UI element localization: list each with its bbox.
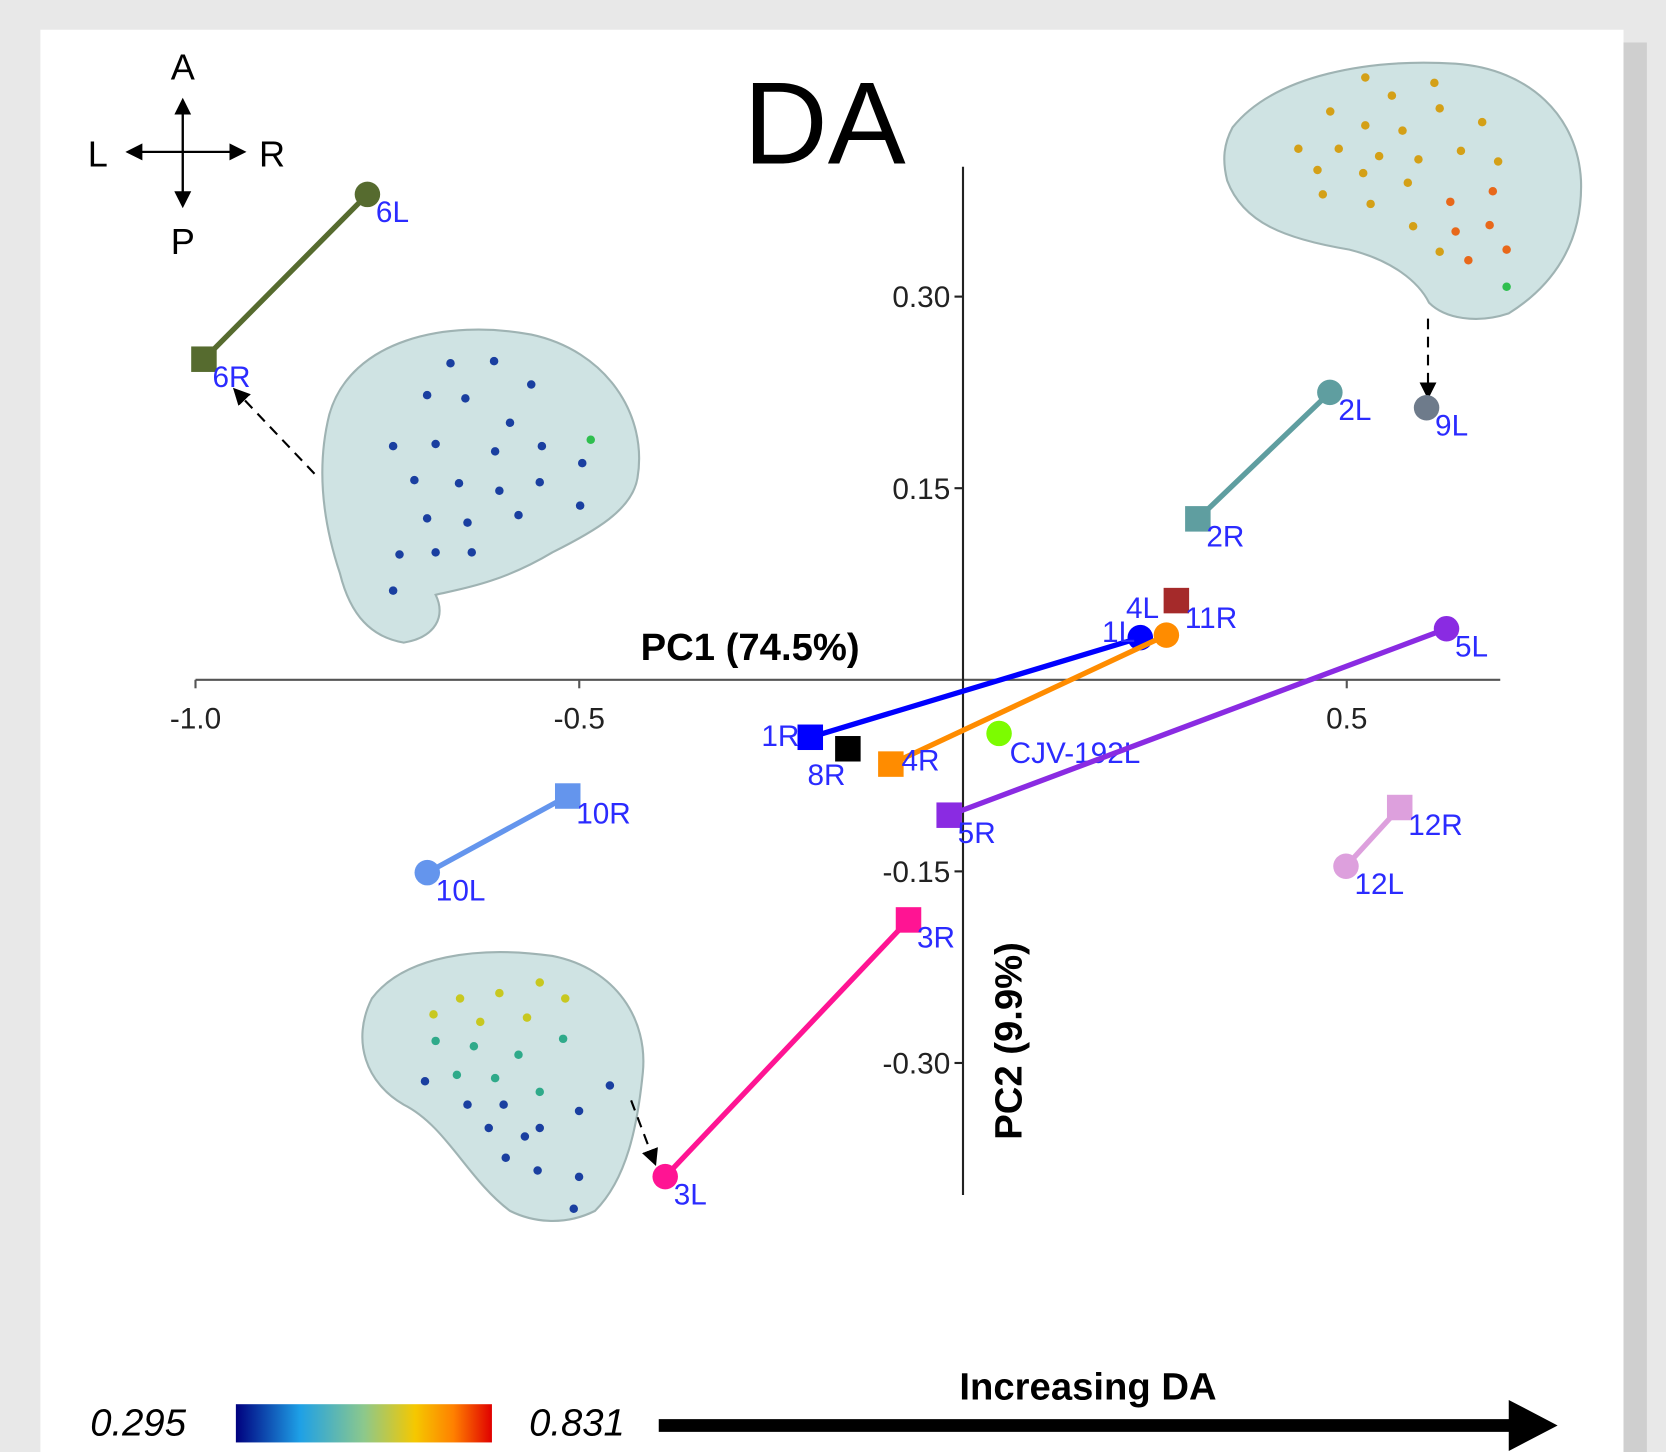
compass-l: L: [88, 134, 108, 175]
square-marker: [878, 751, 904, 777]
pair-line: [1196, 390, 1332, 521]
square-marker: [797, 724, 824, 751]
point-label: 4L: [1126, 592, 1159, 625]
point-label: 4R: [901, 744, 939, 777]
point-label: 5L: [1455, 630, 1488, 663]
compass-a: A: [171, 47, 196, 88]
y-tick-label: -0.30: [882, 1048, 950, 1081]
colorbar-min: 0.295: [90, 1402, 186, 1445]
compass-p: P: [171, 221, 195, 262]
point-label: 1R: [761, 720, 799, 753]
pair-line: [202, 192, 370, 362]
point-label: 10R: [576, 798, 631, 831]
y-axis-label: PC2 (9.9%): [988, 942, 1031, 1140]
point-label: 8R: [808, 759, 846, 792]
circle-marker: [1153, 622, 1180, 648]
y-tick-label: -0.15: [882, 856, 950, 889]
point-label: 2L: [1338, 394, 1371, 427]
circle-marker: [1317, 379, 1343, 406]
y-tick-label: 0.30: [892, 281, 950, 314]
pair-line: [948, 626, 1448, 818]
brain-oblique: [361, 951, 658, 1222]
trend-arrow: [658, 1399, 1558, 1451]
square-marker: [1386, 794, 1413, 821]
chart-title: DA: [743, 58, 905, 189]
point-label: 6L: [376, 196, 409, 229]
brain-top: [1223, 61, 1583, 400]
point-label: 12R: [1408, 809, 1463, 842]
point-label: 9L: [1435, 409, 1468, 442]
square-marker: [1163, 587, 1190, 614]
shadow: [1623, 42, 1647, 1452]
compass-r: R: [259, 134, 285, 175]
circle-marker: [354, 181, 381, 208]
point-label: 6R: [212, 361, 250, 394]
x-axis-label: PC1 (74.5%): [641, 626, 860, 669]
point-label: 2R: [1206, 520, 1244, 553]
circle-marker: [986, 720, 1012, 747]
square-marker: [1185, 506, 1211, 532]
point-label: 10L: [436, 874, 486, 907]
brain-lateral: [232, 328, 641, 644]
panel: [40, 29, 1624, 1452]
point-label: 3L: [674, 1178, 707, 1211]
x-tick-label: -0.5: [554, 703, 605, 736]
circle-marker: [652, 1163, 678, 1190]
square-marker: [835, 736, 861, 762]
pair-line: [889, 632, 1168, 767]
colorbar-max: 0.831: [529, 1402, 625, 1445]
point-label: 11R: [1185, 602, 1237, 635]
point-label: 5R: [958, 817, 996, 850]
square-marker: [936, 802, 962, 828]
y-tick-label: 0.15: [892, 473, 950, 506]
circle-marker: [1333, 853, 1359, 880]
x-tick-label: 0.5: [1326, 703, 1367, 736]
trend-label: Increasing DA: [959, 1365, 1216, 1408]
pair-line: [426, 793, 570, 875]
pair-line: [809, 635, 1142, 740]
compass: [125, 97, 247, 209]
pair-line: [663, 918, 911, 1179]
square-marker: [191, 346, 217, 372]
circle-marker: [414, 859, 441, 886]
point-label: 12L: [1354, 868, 1404, 901]
colorbar: [235, 1404, 492, 1443]
square-marker: [554, 783, 581, 809]
circle-marker: [1413, 394, 1440, 421]
square-marker: [895, 907, 922, 933]
circle-marker: [1433, 615, 1460, 642]
point-label: 3R: [917, 922, 955, 955]
x-tick-label: -1.0: [170, 703, 221, 736]
point-label: 1L: [1102, 616, 1135, 649]
